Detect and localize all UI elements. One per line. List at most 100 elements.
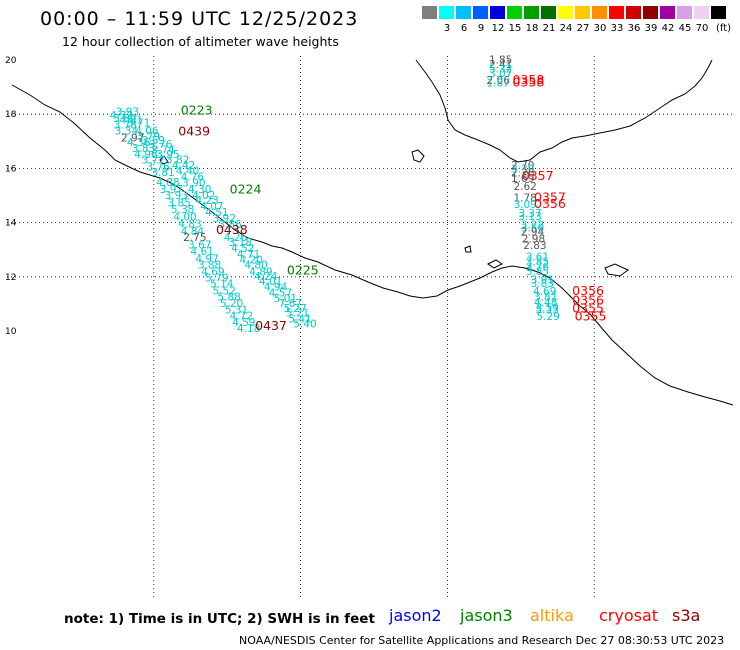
wave-height-value: 4.02 [192,190,215,202]
wave-height-value: 2.75 [183,232,206,244]
wave-height-value: 5.01 [274,293,297,305]
track-time-label: 0356 [572,283,604,298]
track-time-label: 0437 [255,318,287,333]
wave-height-value: 4.80 [244,260,267,272]
wave-height-value: 5.88 [217,292,240,304]
legend-tick-label: 6 [460,23,468,34]
legend-swatch [490,6,505,19]
wave-height-value: 2.41 [489,59,512,71]
wave-height-value: 4.06 [135,126,159,138]
wave-height-value: 3.85 [526,266,549,278]
legend-swatch [541,6,556,19]
track-time-label: 0356 [572,293,604,308]
pacific-coastline [11,84,734,406]
wave-height-value: 3.78 [114,119,137,131]
wave-height-value: 4.42 [172,160,195,172]
track-time-label: 0439 [178,123,210,138]
wave-height-value: 4.24 [254,271,278,283]
wave-height-value: 4.51 [205,207,228,219]
wave-height-value: 3.79 [137,131,160,143]
mission-altika-label: altika [530,606,574,625]
wave-height-value: 4.71 [237,249,260,261]
legend-tick-label: 12 [491,23,505,34]
mission-jason2-label: jason2 [389,606,442,625]
legend-swatch [422,6,437,19]
legend-swatch [507,6,522,19]
track-time-label: 0358 [512,74,544,89]
legend-tick-label: 24 [559,23,573,34]
wave-height-value: 2.26 [511,168,535,180]
wave-height-value: 4.32 [110,110,133,122]
wave-height-value: 3.95 [156,149,179,161]
wave-height-value: 3.93 [116,107,139,119]
wave-height-value: 3.91 [531,275,554,287]
wave-height-value: 4.97 [195,253,218,265]
wave-height-value: 4.07 [200,201,223,213]
wave-height-value: 1.85 [489,54,512,66]
island-3 [487,259,503,269]
wave-height-value: 7.67 [279,298,302,310]
wave-height-value: 5.52 [213,285,236,297]
wave-height-value: 3.93 [165,190,188,202]
legend-swatch [575,6,590,19]
wave-height-value: 3.50 [521,223,544,235]
wave-height-value: 3.83 [531,278,554,290]
legend-tick-label: 18 [525,23,539,34]
wave-height-value: 3.07 [489,68,512,80]
wave-height-value: 3.59 [142,135,165,147]
y-tick-label: 20 [5,56,17,66]
y-tick-label: 12 [5,273,16,283]
wave-height-value: 3.81 [534,292,557,304]
wave-height-value: 4.36 [127,137,151,149]
wave-height-value: 4.96 [134,149,158,161]
gulf-coastline [415,59,713,163]
wave-height-value: 3.76 [146,162,170,174]
wave-height-value: 3.74 [151,144,175,156]
track-time-label: 0357 [534,190,566,205]
wave-height-value: 5.14 [210,279,234,291]
wave-height-value: 5.27 [283,303,306,315]
wave-height-value: 3.85 [168,197,191,209]
wave-height-value: 3.37 [518,208,541,220]
wave-height-value: 4.48 [534,297,557,309]
legend-swatch [609,6,624,19]
legend-tick-label: 39 [644,23,658,34]
wave-height-value: 4.30 [188,184,211,196]
wave-height-value: 4.26 [224,232,248,244]
wave-height-value: 3.71 [127,117,150,129]
wave-height-value: 2.83 [523,240,546,252]
wave-height-value: 3.22 [521,220,544,232]
wave-height-value: 3.76 [149,139,173,151]
wave-height-value: 3.81 [151,167,174,179]
island-2 [604,263,629,277]
wave-height-value: 4.23 [195,195,218,207]
legend-swatch [592,6,607,19]
credit-line: NOAA/NESDIS Center for Satellite Applica… [239,634,725,647]
wave-height-value: 4.40 [176,166,199,178]
wave-height-value: 2.94 [521,226,545,238]
wave-height-value: 3.92 [213,213,236,225]
wave-height-value: 4.94 [264,281,288,293]
wave-height-value: 1.78 [513,193,536,205]
wave-height-value: 3.83 [132,143,155,155]
track-time-label: 0357 [522,168,554,183]
mission-s3a-label: s3a [672,606,701,625]
mission-cryosat-label: cryosat [599,606,659,625]
wave-height-value: 3.34 [115,126,139,138]
wave-height-value: 4.01 [259,276,282,288]
y-tick-label: 18 [5,110,17,120]
legend-tick-label: 33 [610,23,624,34]
island-4 [159,155,169,165]
legend-swatch [456,6,471,19]
legend-swatch [677,6,692,19]
wave-height-value: 4.76 [181,172,205,184]
y-tick-label: 10 [5,327,17,337]
legend-swatch [660,6,675,19]
legend-swatch [524,6,539,19]
wave-height-value: 4.52 [231,243,254,255]
wave-height-value: 5.21 [286,308,309,320]
wave-height-value: 2.97 [121,132,144,144]
legend-swatch [711,6,726,19]
track-time-label: 0356 [534,196,566,211]
legend-tick-label: 9 [477,23,485,34]
